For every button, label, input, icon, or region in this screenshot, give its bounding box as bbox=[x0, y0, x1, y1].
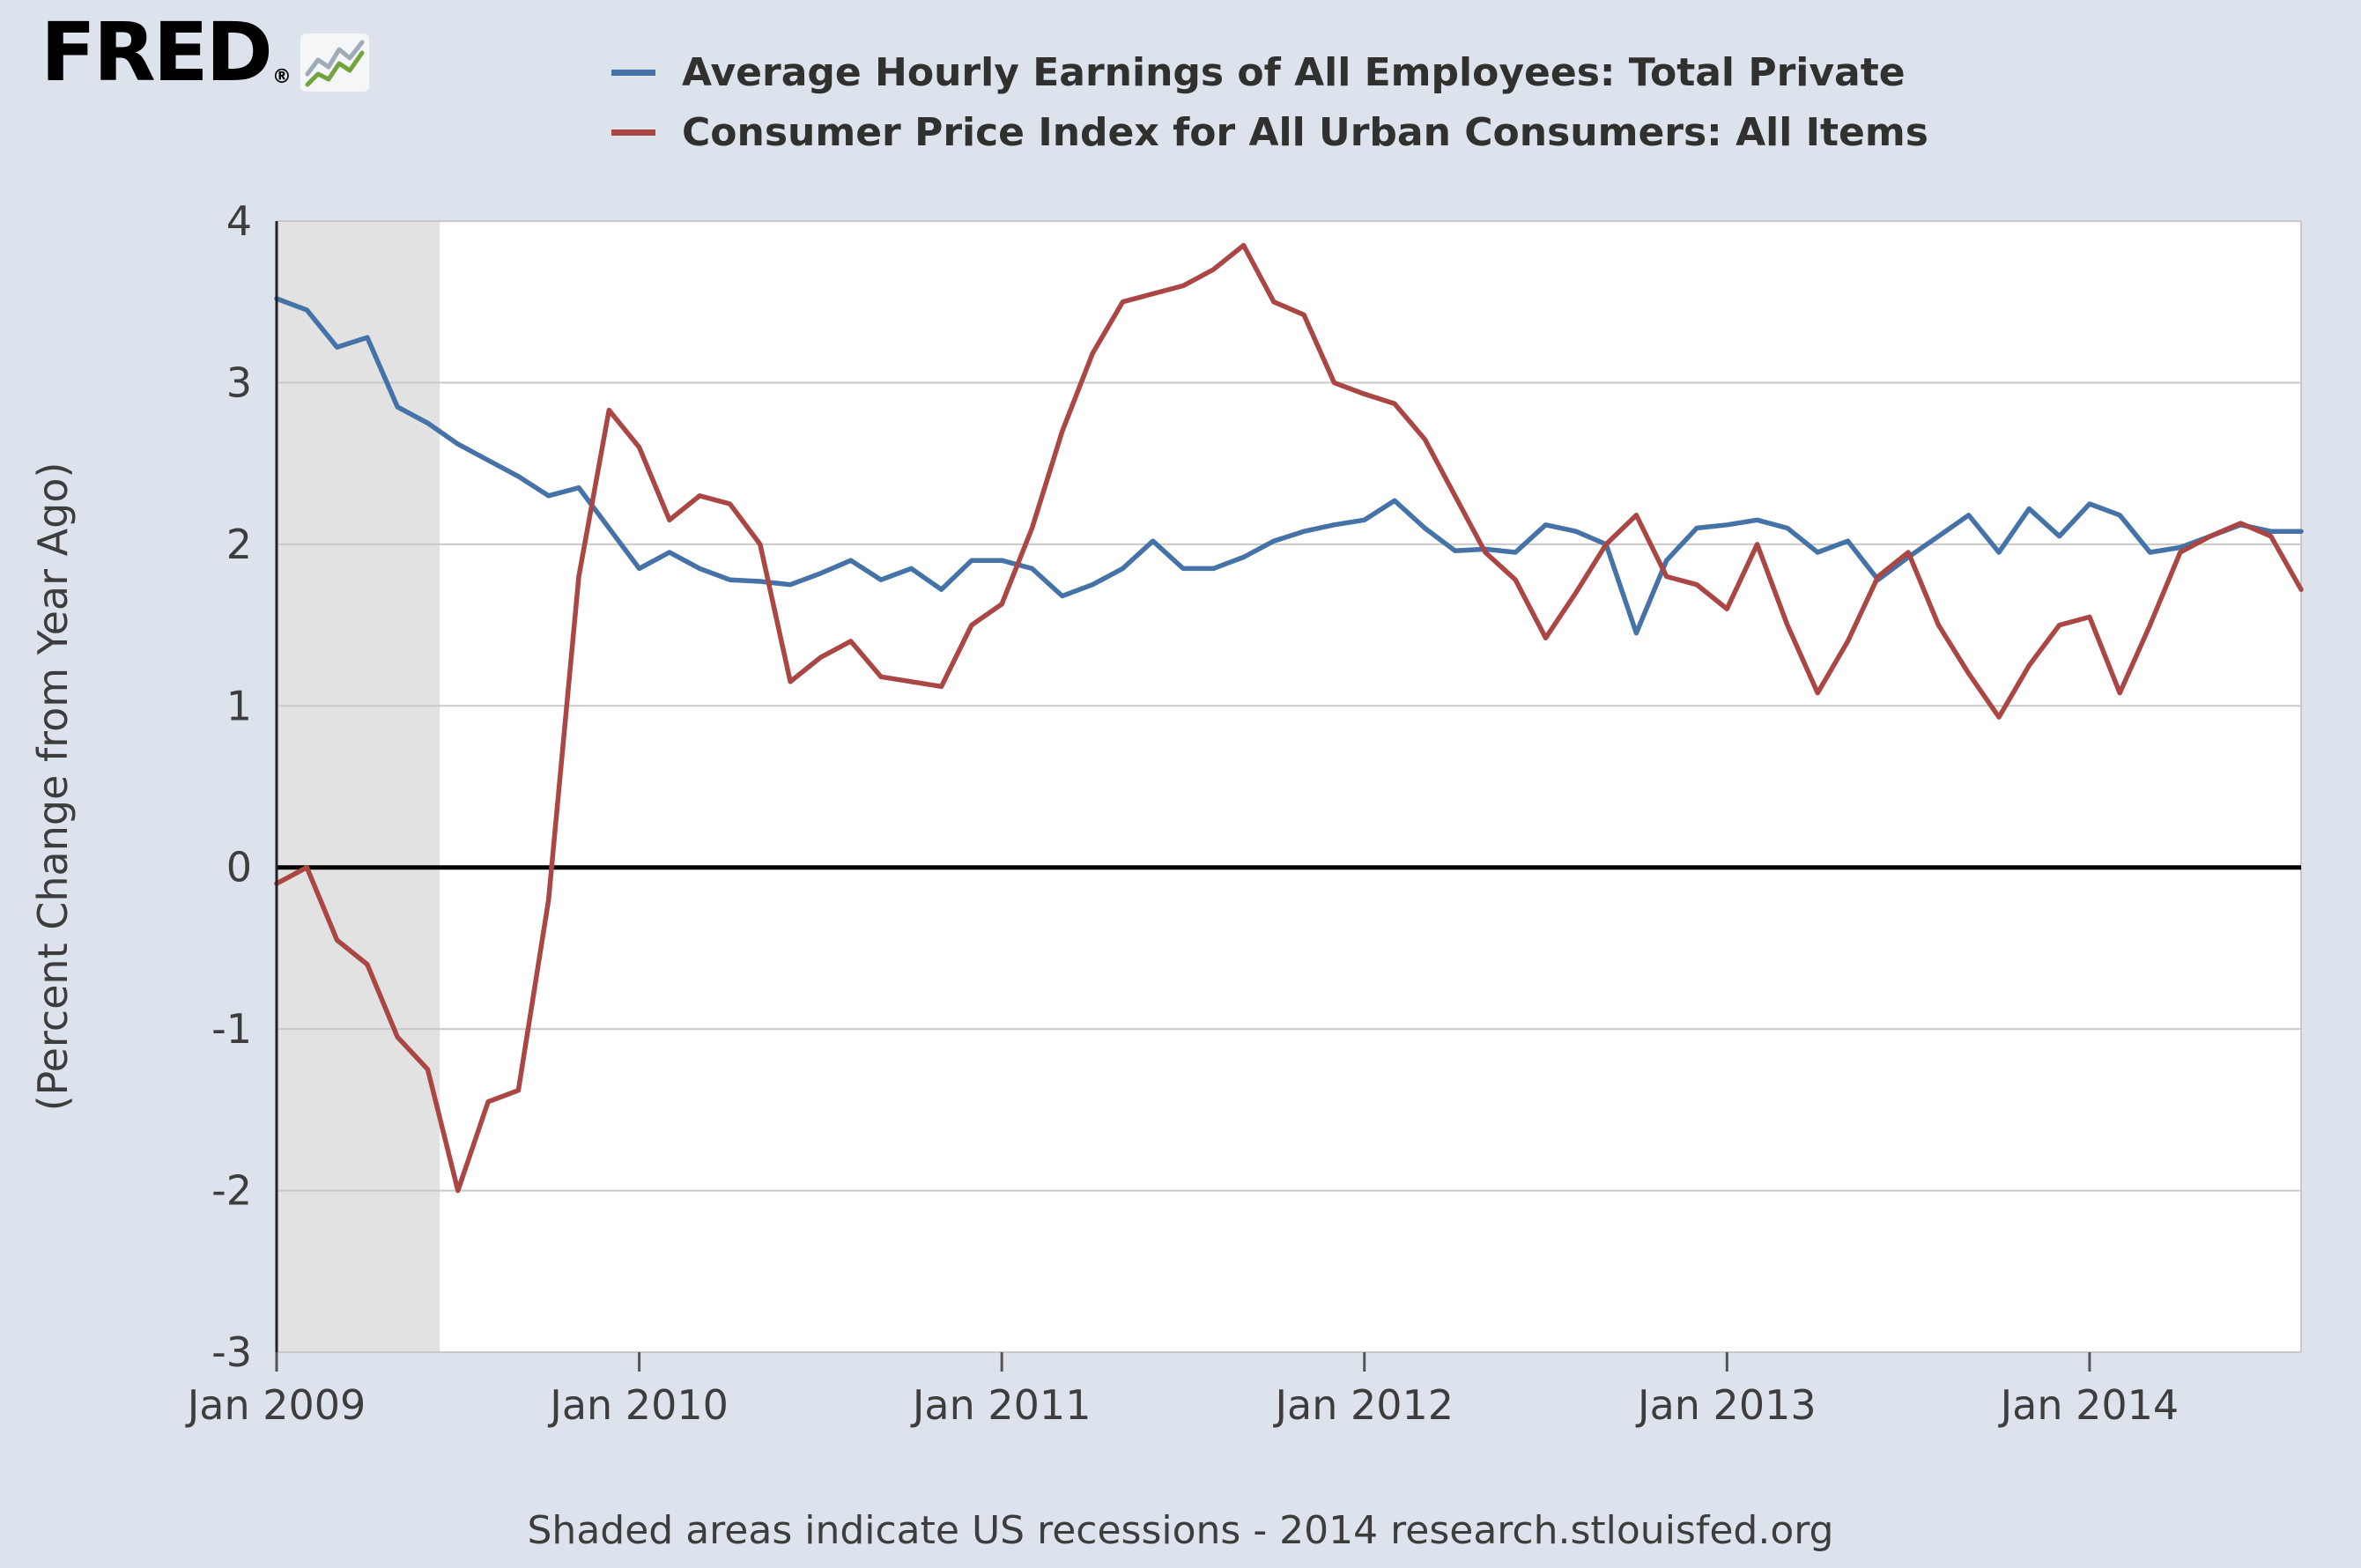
fred-logo: FRED ® bbox=[41, 12, 369, 93]
y-tick-label: 1 bbox=[226, 682, 252, 729]
y-tick-label: -3 bbox=[211, 1328, 252, 1376]
y-tick-label: 2 bbox=[226, 521, 252, 568]
avg-hourly-earnings-line bbox=[274, 296, 2304, 636]
x-tick-label: Jan 2013 bbox=[1635, 1381, 1817, 1429]
y-axis-title: (Percent Change from Year Ago) bbox=[29, 462, 77, 1112]
legend-item-avg-hourly-earnings: Average Hourly Earnings of All Employees… bbox=[611, 42, 1928, 102]
y-tick-label: -2 bbox=[211, 1167, 252, 1215]
legend-line-swatch-blue bbox=[611, 69, 655, 76]
y-tick-label: 4 bbox=[226, 197, 252, 245]
recession-footnote: Shaded areas indicate US recessions - 20… bbox=[527, 1508, 1834, 1553]
recession-shading bbox=[277, 221, 440, 1352]
plot-area bbox=[277, 221, 2301, 1352]
fred-sparkline-icon bbox=[300, 33, 369, 92]
legend-label-cpi: Consumer Price Index for All Urban Consu… bbox=[682, 109, 1928, 155]
x-tick-label: Jan 2012 bbox=[1272, 1381, 1454, 1429]
y-tick-label: 3 bbox=[226, 359, 252, 406]
x-tick-label: Jan 2011 bbox=[910, 1381, 1092, 1429]
chart-legend: Average Hourly Earnings of All Employees… bbox=[611, 42, 1928, 162]
fred-logo-text: FRED bbox=[41, 5, 273, 100]
cpi-all-items-line bbox=[274, 242, 2304, 1194]
y-tick-label: 0 bbox=[226, 844, 252, 891]
legend-item-cpi: Consumer Price Index for All Urban Consu… bbox=[611, 102, 1928, 162]
legend-line-swatch-red bbox=[611, 129, 655, 136]
registered-trademark-symbol: ® bbox=[271, 66, 292, 88]
x-tick-label: Jan 2014 bbox=[1998, 1381, 2180, 1429]
x-tick-label: Jan 2009 bbox=[185, 1381, 366, 1429]
legend-label-avg-hourly-earnings: Average Hourly Earnings of All Employees… bbox=[682, 49, 1906, 95]
x-tick-label: Jan 2010 bbox=[547, 1381, 729, 1429]
y-tick-label: -1 bbox=[211, 1005, 252, 1053]
